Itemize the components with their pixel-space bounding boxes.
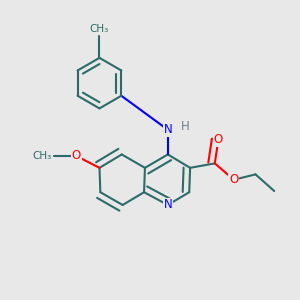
Text: H: H (181, 120, 189, 133)
Text: CH₃: CH₃ (90, 24, 109, 34)
Text: N: N (164, 199, 172, 212)
Text: O: O (229, 173, 239, 186)
Text: O: O (72, 149, 81, 162)
Text: N: N (164, 123, 172, 136)
Text: O: O (214, 133, 223, 146)
Text: CH₃: CH₃ (32, 151, 51, 161)
